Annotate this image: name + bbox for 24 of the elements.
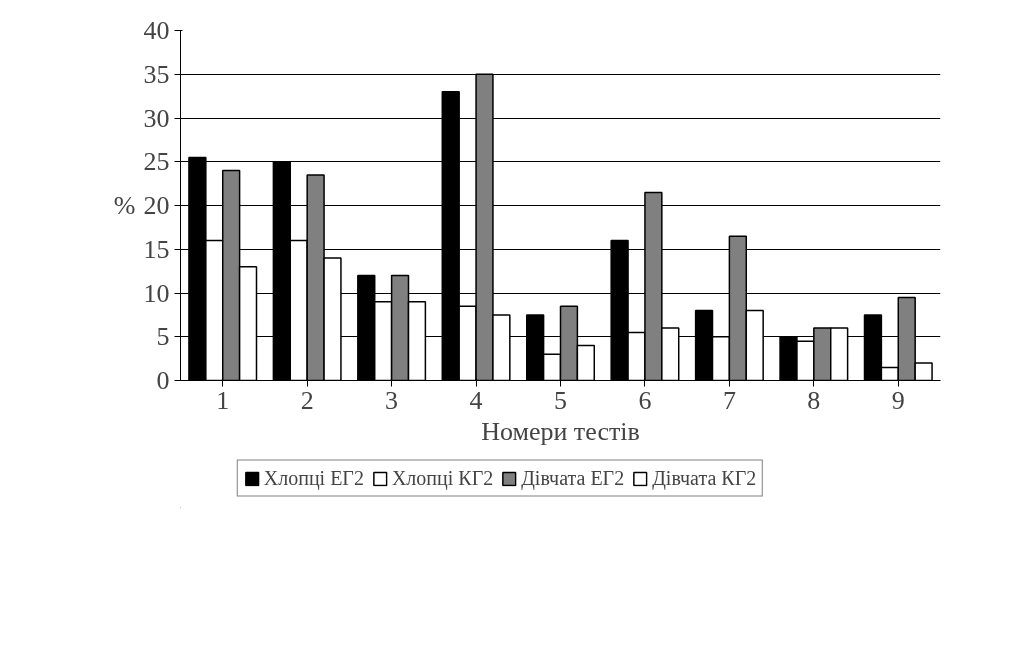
x-tick-label: 6: [638, 385, 652, 415]
x-tick-label: 1: [216, 385, 230, 415]
legend-label: Дівчата ЕГ2: [521, 466, 625, 490]
legend-label: Дівчата КГ2: [652, 466, 757, 490]
x-tick-label: 3: [385, 385, 399, 415]
y-axis-title: %: [113, 191, 136, 220]
y-tick-label: 25: [143, 147, 170, 177]
x-tick-label: 4: [469, 385, 483, 415]
y-tick-label: 5: [156, 322, 170, 352]
x-tick-label: 9: [891, 385, 905, 415]
y-tick-label: 30: [143, 103, 170, 133]
y-tick-label: 40: [143, 16, 170, 45]
legend-label: Хлопці КГ2: [391, 466, 494, 490]
y-tick-label: 20: [143, 191, 170, 220]
y-tick-label: 35: [143, 59, 170, 89]
x-tick-label: 8: [807, 385, 821, 415]
y-tick-label: 0: [156, 366, 170, 395]
x-axis-title: Номери тестів: [481, 416, 640, 446]
legend-label: Хлопці ЕГ2: [263, 466, 364, 490]
y-tick-label: 10: [143, 278, 170, 308]
x-tick-label: 5: [554, 385, 567, 415]
x-tick-label: 2: [300, 385, 314, 415]
x-tick-label: 7: [722, 385, 736, 415]
y-tick-label: 15: [143, 234, 170, 264]
